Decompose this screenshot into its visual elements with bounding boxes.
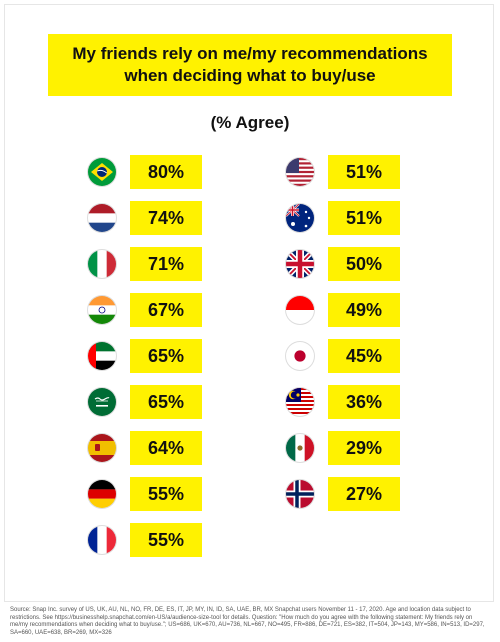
value-label: 45% xyxy=(328,339,400,373)
japan-flag-icon xyxy=(286,342,314,370)
uae-flag-icon xyxy=(88,342,116,370)
value-label: 67% xyxy=(130,293,202,327)
brazil-flag-icon xyxy=(88,158,116,186)
country-row: 64% xyxy=(88,431,208,465)
value-label: 55% xyxy=(130,477,202,511)
saudi-arabia-flag-icon xyxy=(88,388,116,416)
value-label: 74% xyxy=(130,201,202,235)
value-label: 36% xyxy=(328,385,400,419)
france-flag-icon xyxy=(88,526,116,554)
value-label: 27% xyxy=(328,477,400,511)
country-row: 67% xyxy=(88,293,208,327)
value-label: 50% xyxy=(328,247,400,281)
indonesia-flag-icon xyxy=(286,296,314,324)
title-line-1: My friends rely on me/my recommendations xyxy=(72,44,428,63)
country-row: 50% xyxy=(286,247,406,281)
country-row: 55% xyxy=(88,523,208,557)
country-row: 71% xyxy=(88,247,208,281)
malaysia-flag-icon xyxy=(286,388,314,416)
usa-flag-icon xyxy=(286,158,314,186)
country-row: 51% xyxy=(286,201,406,235)
country-row: 36% xyxy=(286,385,406,419)
mexico-flag-icon xyxy=(286,434,314,462)
country-row: 74% xyxy=(88,201,208,235)
country-row: 80% xyxy=(88,155,208,189)
norway-flag-icon xyxy=(286,480,314,508)
country-row: 27% xyxy=(286,477,406,511)
spain-flag-icon xyxy=(88,434,116,462)
value-label: 29% xyxy=(328,431,400,465)
country-row: 55% xyxy=(88,477,208,511)
source-note: Source: Snap Inc. survey of US, UK, AU, … xyxy=(10,607,485,636)
country-row: 45% xyxy=(286,339,406,373)
india-flag-icon xyxy=(88,296,116,324)
country-row: 51% xyxy=(286,155,406,189)
country-row: 65% xyxy=(88,385,208,419)
australia-flag-icon xyxy=(286,204,314,232)
value-label: 51% xyxy=(328,155,400,189)
title-line-2: when deciding what to buy/use xyxy=(124,66,376,85)
value-label: 55% xyxy=(130,523,202,557)
value-label: 65% xyxy=(130,385,202,419)
infographic-frame xyxy=(4,4,494,602)
country-row: 65% xyxy=(88,339,208,373)
value-label: 49% xyxy=(328,293,400,327)
value-label: 80% xyxy=(130,155,202,189)
value-label: 71% xyxy=(130,247,202,281)
uk-flag-icon xyxy=(286,250,314,278)
germany-flag-icon xyxy=(88,480,116,508)
country-row: 49% xyxy=(286,293,406,327)
chart-title: My friends rely on me/my recommendations… xyxy=(48,34,452,96)
value-label: 51% xyxy=(328,201,400,235)
value-label: 65% xyxy=(130,339,202,373)
chart-subtitle: (% Agree) xyxy=(210,113,290,132)
italy-flag-icon xyxy=(88,250,116,278)
country-row: 29% xyxy=(286,431,406,465)
value-label: 64% xyxy=(130,431,202,465)
netherlands-flag-icon xyxy=(88,204,116,232)
